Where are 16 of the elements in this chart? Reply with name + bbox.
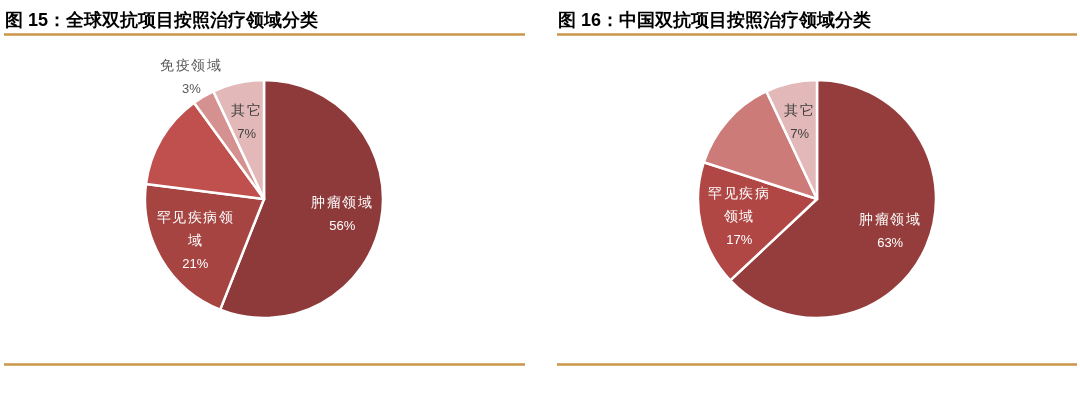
data-label: 3% <box>181 80 202 96</box>
data-label: 63% <box>877 235 904 251</box>
slice-label: 罕见疾病领域 <box>708 185 771 225</box>
slice-label: 其它 <box>784 101 816 118</box>
slice-label: 罕见疾病领域 <box>156 208 235 248</box>
chart-title: 图 15：全球双抗项目按照治疗领域分类 <box>5 10 319 30</box>
data-label: 21% <box>182 255 209 271</box>
slice-label: 其它 <box>231 101 263 118</box>
slice-label: 免疫领域 <box>160 56 223 73</box>
slice-label: 肿瘤领域 <box>859 211 922 228</box>
slice-label: 肿瘤领域 <box>311 194 374 211</box>
data-label: 7% <box>790 125 810 141</box>
data-label: 17% <box>726 232 753 248</box>
data-label: 7% <box>237 125 257 141</box>
data-label: 56% <box>329 218 356 234</box>
chart-title: 图 16：中国双抗项目按照治疗领域分类 <box>558 10 872 30</box>
